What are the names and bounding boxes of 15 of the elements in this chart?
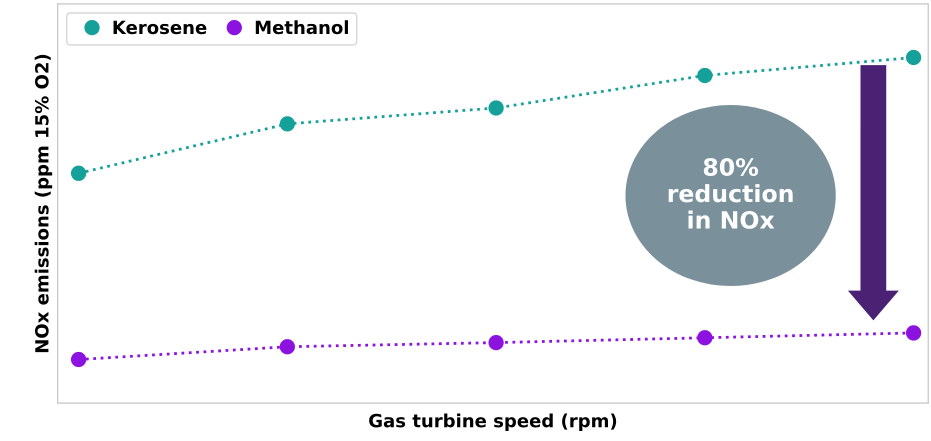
point xyxy=(697,330,712,346)
point xyxy=(906,50,922,66)
point xyxy=(70,352,86,368)
annotation: 80% reduction in NOx xyxy=(668,158,793,229)
point xyxy=(906,325,922,341)
point xyxy=(280,339,295,354)
legend-label: Methanol xyxy=(256,20,348,34)
y-axis-title: NOx emissions (ppm 15% O2) xyxy=(34,54,52,352)
point xyxy=(488,334,504,350)
legend-label: Kerosene xyxy=(114,20,206,34)
point xyxy=(488,100,504,116)
point xyxy=(70,166,86,181)
point xyxy=(280,116,295,132)
x-axis-title: Gas turbine speed (rpm) xyxy=(369,413,616,431)
point xyxy=(697,68,712,84)
